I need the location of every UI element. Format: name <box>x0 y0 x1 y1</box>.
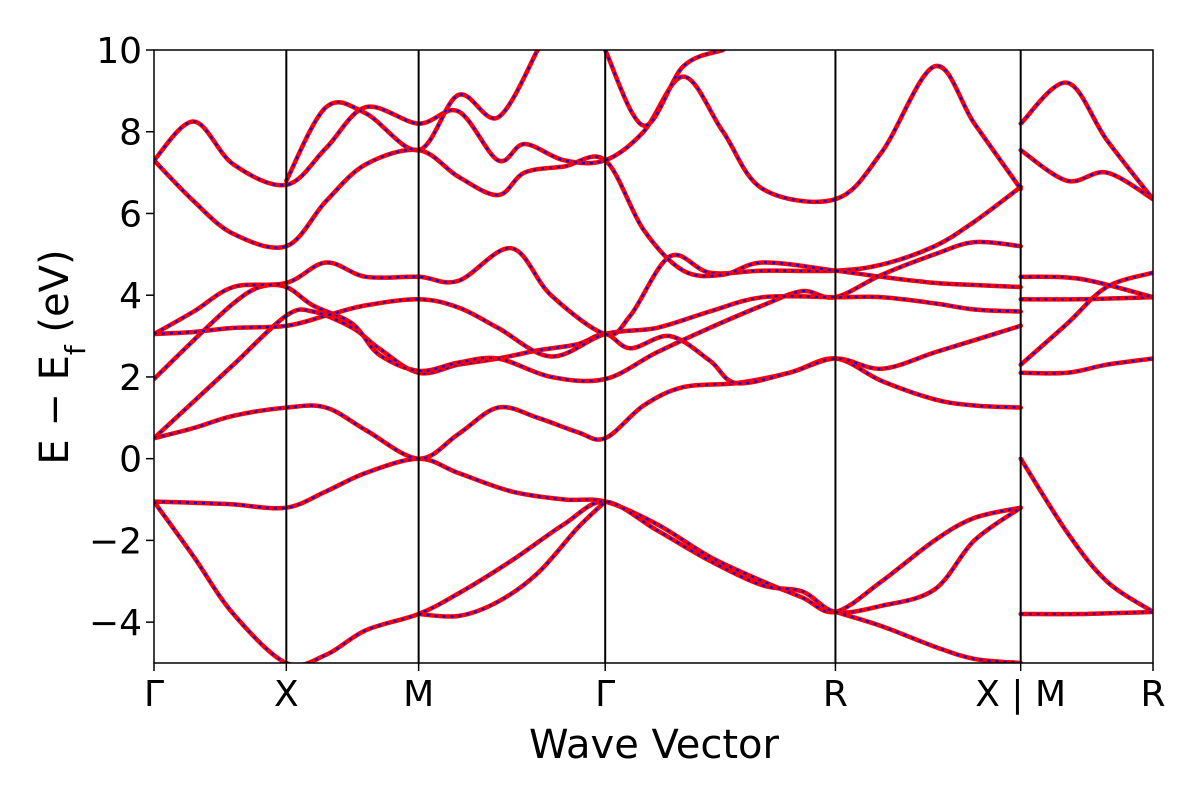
band-line-dft <box>154 457 1021 614</box>
kpoint-lines <box>285 50 1022 663</box>
band-line-fit <box>154 499 1023 663</box>
band-line-dft <box>835 610 1021 663</box>
band-line-fit <box>1018 294 1153 302</box>
y-axis-title-main: E − E <box>32 355 78 465</box>
band-line-dft <box>1019 458 1153 613</box>
band-line-dft <box>154 308 1022 440</box>
band-line-dft <box>604 50 724 127</box>
band-line-fit <box>1018 270 1153 367</box>
y-tick-label: 8 <box>119 113 142 154</box>
band-line-fit <box>602 50 726 128</box>
x-tick-label: X | M <box>975 674 1066 715</box>
plot-frame <box>153 49 1154 664</box>
y-tick-label: 2 <box>119 358 142 399</box>
band-line-fit <box>154 307 1023 441</box>
x-tick-label: R <box>1140 674 1165 715</box>
band-line-fit <box>154 63 1023 205</box>
band-line-fit <box>154 456 1023 615</box>
y-axis-title-unit: (eV) <box>32 249 78 345</box>
band-line-fit <box>1018 456 1153 615</box>
band-line-dft <box>154 186 1022 336</box>
bands-layer <box>154 50 1153 663</box>
y-tick-label: −2 <box>89 521 142 562</box>
band-line-dft <box>1019 81 1153 200</box>
x-tick-label: R <box>823 674 848 715</box>
y-tick-label: 10 <box>96 31 142 72</box>
band-line-fit <box>1018 80 1153 202</box>
band-line-dft <box>1020 149 1153 201</box>
y-axis-title: E − Ef (eV) <box>32 249 92 464</box>
band-line-fit <box>154 184 1023 337</box>
band-line-dft <box>154 500 1022 663</box>
x-tick-label: Γ <box>144 674 164 715</box>
y-axis-ticks: −4 −2 0 2 4 6 8 10 <box>89 31 154 644</box>
band-line-dft <box>154 148 1021 289</box>
y-tick-label: −4 <box>89 603 142 644</box>
y-axis-title-subscript: f <box>59 344 92 355</box>
band-line-dft <box>418 500 606 618</box>
band-line-dft <box>1019 271 1153 366</box>
band-line-fit <box>1018 609 1153 617</box>
x-tick-label: X <box>274 674 299 715</box>
band-line-fit <box>833 609 1023 663</box>
band-line-dft <box>154 295 1021 358</box>
y-tick-label: 4 <box>119 276 142 317</box>
band-line-dft <box>1020 357 1153 375</box>
y-tick-label: 0 <box>119 440 142 481</box>
band-line-fit <box>154 147 1023 290</box>
x-tick-label: M <box>403 674 434 715</box>
band-line-fit <box>154 356 1023 461</box>
band-line-fit <box>1018 274 1153 300</box>
x-axis-title: Wave Vector <box>529 722 780 768</box>
band-line-dft <box>154 357 1021 460</box>
x-tick-label: Γ <box>595 674 615 715</box>
y-tick-label: 6 <box>119 194 142 235</box>
x-axis-ticks: Γ X M Γ R X | M R <box>144 663 1166 715</box>
band-line-dft <box>1020 275 1153 299</box>
